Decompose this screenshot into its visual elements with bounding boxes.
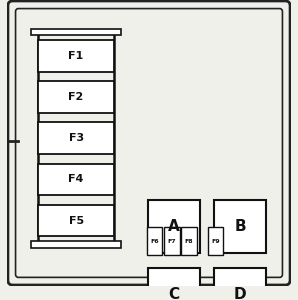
- Text: F1: F1: [69, 51, 84, 61]
- Bar: [38, 205, 114, 236]
- Text: F7: F7: [167, 239, 176, 244]
- Text: B: B: [234, 219, 246, 234]
- Bar: [38, 164, 114, 195]
- Bar: [38, 40, 114, 72]
- Text: F2: F2: [69, 92, 84, 102]
- Bar: [148, 200, 201, 253]
- Bar: [164, 227, 179, 256]
- Bar: [181, 227, 197, 256]
- Text: F8: F8: [185, 239, 193, 244]
- Text: F5: F5: [69, 216, 84, 226]
- Bar: [208, 227, 223, 256]
- FancyBboxPatch shape: [8, 1, 290, 285]
- Text: F3: F3: [69, 133, 84, 143]
- Text: D: D: [234, 286, 246, 300]
- Text: F6: F6: [150, 239, 159, 244]
- Bar: [38, 122, 114, 154]
- Bar: [214, 268, 266, 300]
- Bar: [31, 241, 121, 248]
- Bar: [148, 268, 201, 300]
- Text: F9: F9: [211, 239, 220, 244]
- Text: A: A: [168, 219, 180, 234]
- FancyBboxPatch shape: [15, 9, 283, 278]
- Bar: [38, 81, 114, 113]
- Bar: [214, 200, 266, 253]
- Text: C: C: [169, 286, 180, 300]
- Text: F4: F4: [69, 174, 84, 184]
- Bar: [147, 227, 162, 256]
- Bar: [31, 28, 121, 35]
